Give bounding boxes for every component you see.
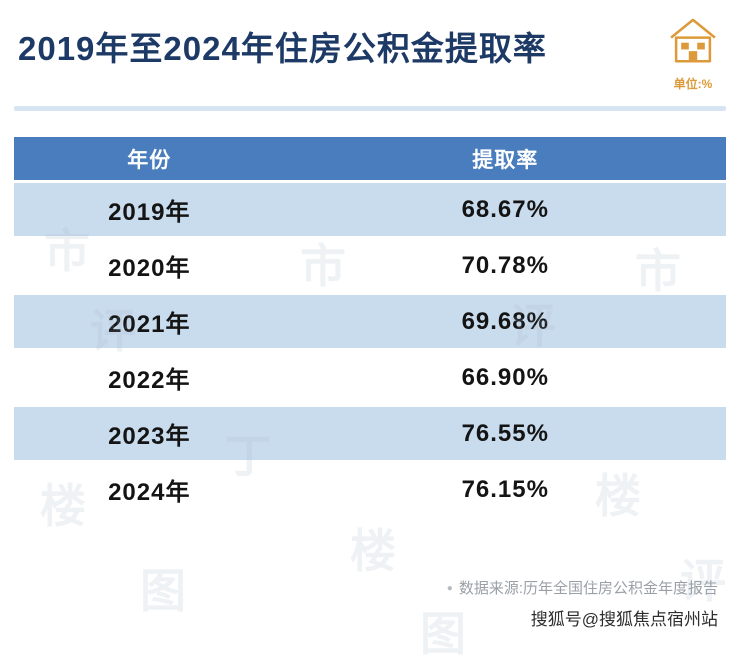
rate-column-header: 提取率 <box>472 148 539 172</box>
page-title: 2019年至2024年住房公积金提取率 <box>18 30 547 67</box>
year-column-header: 年份 <box>127 148 172 172</box>
year-cell: 2019年 <box>108 199 191 226</box>
house-icon <box>666 14 720 73</box>
unit-label: 单位:% <box>673 77 713 91</box>
year-cell: 2020年 <box>108 255 191 282</box>
rate-cell: 76.55% <box>461 419 549 447</box>
year-cell: 2022年 <box>108 367 191 394</box>
year-cell: 2024年 <box>108 479 191 506</box>
data-source-text: 数据来源:历年全国住房公积金年度报告 <box>458 580 718 597</box>
header: 2019年至2024年住房公积金提取率 单位:% <box>0 0 740 92</box>
table-row: 2024年 76.15% <box>14 463 726 519</box>
rate-cell: 68.67% <box>461 195 549 223</box>
table-header-row: 年份 提取率 <box>14 137 726 183</box>
watermark-glyph: 图 <box>140 565 186 617</box>
table-row: 2022年 66.90% <box>14 351 726 407</box>
year-cell: 2021年 <box>108 311 191 338</box>
table-row: 2023年 76.55% <box>14 407 726 463</box>
watermark-glyph: 楼 <box>350 525 396 577</box>
footer: ● 数据来源:历年全国住房公积金年度报告 搜狐号@搜狐焦点宿州站 <box>447 577 718 630</box>
table-row: 2019年 68.67% <box>14 183 726 239</box>
data-table: 年份 提取率 2019年 68.67% 2020年 70.78% 2021年 6… <box>14 137 726 519</box>
sohu-watermark: 搜狐号@搜狐焦点宿州站 <box>530 610 718 629</box>
rate-cell: 69.68% <box>461 307 549 335</box>
data-source: ● 数据来源:历年全国住房公积金年度报告 <box>447 577 718 598</box>
bullet-dot-icon: ● <box>446 583 453 594</box>
rate-cell: 76.15% <box>461 475 549 503</box>
table-row: 2021年 69.68% <box>14 295 726 351</box>
rate-cell: 66.90% <box>461 363 549 391</box>
year-cell: 2023年 <box>108 423 191 450</box>
title-divider <box>14 106 726 111</box>
rate-cell: 70.78% <box>461 251 549 279</box>
table-row: 2020年 70.78% <box>14 239 726 295</box>
header-right: 单位:% <box>666 14 720 92</box>
